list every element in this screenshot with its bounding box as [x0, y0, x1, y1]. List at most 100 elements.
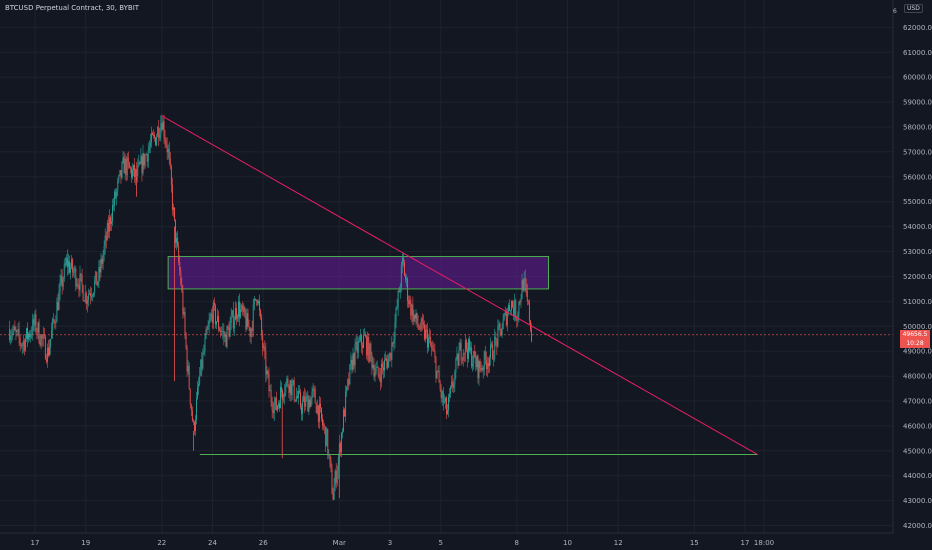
candle-body [474, 351, 476, 358]
candle-body [121, 162, 123, 178]
candle-body [274, 397, 276, 404]
candle-body [388, 357, 390, 368]
candle-body [94, 280, 96, 293]
candle-body [70, 267, 71, 273]
candle-body [513, 307, 515, 316]
candle-body [521, 280, 523, 299]
candle-body [462, 352, 464, 361]
candle-body [429, 336, 431, 339]
candle-body [389, 352, 391, 358]
candle-body [109, 217, 111, 224]
candle-body [345, 391, 347, 417]
candle-body [112, 205, 113, 222]
candle-body [19, 338, 21, 345]
candle-body [235, 307, 237, 319]
candle-body [14, 326, 16, 331]
candle-body [33, 319, 35, 326]
candle-body [463, 352, 465, 354]
candle-body [222, 330, 224, 332]
time-axis[interactable]: 17 19 22 24 26 Mar 3 5 8 10 12 15 17 18:00 [31, 539, 775, 547]
candle-body [359, 335, 361, 341]
candle-body [262, 334, 264, 349]
candle-body [311, 391, 313, 398]
candle-body [255, 299, 257, 302]
candle-body [352, 353, 354, 370]
candle-body [281, 387, 283, 392]
candle-body [366, 336, 368, 356]
candle-body [350, 359, 352, 365]
candle-body [73, 272, 75, 273]
candle-body [369, 343, 371, 362]
candle-body [159, 134, 161, 139]
candle-body [358, 340, 360, 342]
price-tick: 43000.0 [903, 497, 932, 505]
candle-body [17, 329, 19, 331]
candle-body [450, 386, 452, 394]
candle-body [99, 266, 101, 273]
candle-body [511, 301, 512, 311]
candle-body [202, 353, 204, 369]
candle-body [305, 397, 307, 407]
candle-body [334, 470, 336, 487]
candle-body [495, 336, 497, 340]
candle-body [374, 372, 376, 377]
candle-body [76, 284, 78, 287]
candle-body [234, 307, 236, 321]
candle-body [133, 164, 134, 171]
candle-body [220, 330, 222, 332]
candle-body [373, 365, 375, 377]
currency-button[interactable]: USD [904, 4, 923, 13]
candle-body [367, 336, 369, 356]
price-axis[interactable]: 62000.0 61000.0 60000.0 59000.0 58000.0 57000… [903, 24, 932, 530]
candle-body [31, 334, 33, 336]
candle-body [292, 380, 294, 384]
candle-body [290, 380, 292, 396]
candle-body [40, 335, 42, 346]
candle-body [258, 301, 259, 304]
candle-body [120, 170, 122, 178]
candle-body [272, 410, 274, 414]
candle-body [170, 166, 172, 186]
candle-body [439, 382, 441, 390]
candle-body [50, 339, 52, 347]
candle-body [161, 123, 163, 130]
candle-body [106, 222, 108, 241]
bar-countdown: 10:28 [906, 340, 924, 347]
candle-body [382, 367, 384, 371]
candle-body [169, 157, 171, 167]
candle-body [415, 312, 417, 319]
candle-body [394, 321, 396, 340]
candle-body [103, 245, 105, 256]
candle-body [346, 386, 348, 392]
candle-body [514, 300, 516, 316]
candle-body [268, 373, 270, 392]
candle-body [199, 375, 201, 384]
candle-body [128, 162, 130, 168]
candle-body [312, 388, 314, 392]
candle-body [13, 326, 15, 332]
candle-body [448, 397, 449, 411]
candle-body [295, 396, 297, 401]
candle-body [146, 154, 148, 162]
candle-body [408, 300, 410, 305]
candle-body [318, 403, 320, 422]
candle-body [375, 367, 377, 373]
candle-body [528, 302, 530, 321]
candle-body [332, 493, 334, 500]
candle-body [377, 366, 379, 375]
price-tick: 50000.0 [903, 323, 932, 331]
candle-body [241, 305, 243, 310]
candle-body [77, 284, 79, 286]
candle-body [324, 426, 326, 427]
candle-body [306, 395, 308, 398]
candle-body [465, 340, 467, 350]
candle-body [137, 165, 139, 177]
candle-body [154, 134, 155, 138]
candle-body [129, 167, 131, 169]
candle-body [434, 351, 436, 358]
candle-body [360, 335, 362, 346]
candle-body [331, 469, 333, 494]
candle-body [82, 285, 84, 301]
candle-body [126, 157, 128, 176]
